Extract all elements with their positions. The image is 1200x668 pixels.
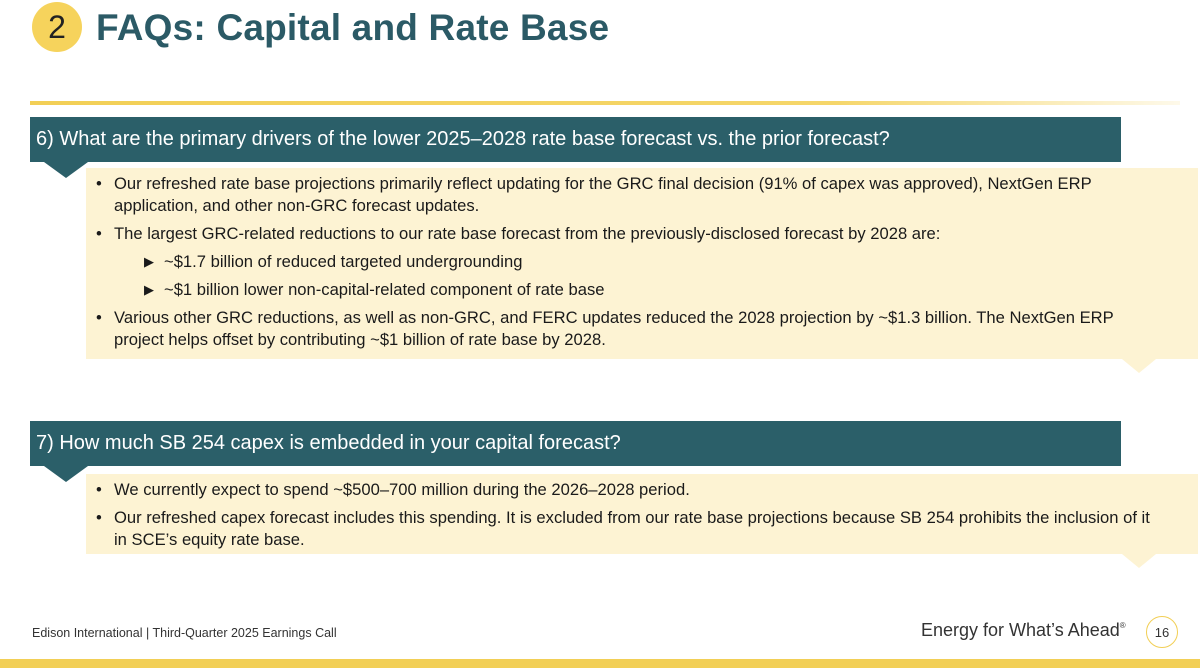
answer-bullet: • Our refreshed rate base projections pr… bbox=[94, 173, 1158, 217]
title-divider bbox=[30, 101, 1180, 105]
footer-tagline: Energy for What’s Ahead® bbox=[921, 620, 1126, 641]
bullet-text: Our refreshed capex forecast includes th… bbox=[114, 508, 1150, 549]
answer-sub-bullet: ▶ ~$1 billion lower non-capital-related … bbox=[144, 279, 1158, 301]
section-number: 2 bbox=[48, 9, 66, 45]
section-number-badge: 2 bbox=[32, 2, 82, 52]
faq-question-7: 7) How much SB 254 capex is embedded in … bbox=[30, 421, 1121, 466]
answer-bullet: • We currently expect to spend ~$500–700… bbox=[94, 479, 1158, 501]
question-callout-tail bbox=[44, 466, 88, 482]
page-number-value: 16 bbox=[1154, 624, 1170, 640]
answer-bullet: • Our refreshed capex forecast includes … bbox=[94, 507, 1158, 551]
faq-answer-7: • We currently expect to spend ~$500–700… bbox=[86, 474, 1198, 554]
footer-accent-bar bbox=[0, 659, 1200, 668]
page-title: FAQs: Capital and Rate Base bbox=[96, 7, 610, 48]
sub-bullet-text: ~$1.7 billion of reduced targeted underg… bbox=[164, 252, 523, 271]
bullet-icon: • bbox=[96, 308, 102, 327]
tagline-text: Energy for What’s Ahead bbox=[921, 620, 1120, 640]
bullet-text: Our refreshed rate base projections prim… bbox=[114, 174, 1092, 215]
faq-answer-6: • Our refreshed rate base projections pr… bbox=[86, 168, 1198, 359]
faq-question-6: 6) What are the primary drivers of the l… bbox=[30, 117, 1121, 162]
footer-company: Edison International bbox=[32, 626, 143, 640]
footer-event: Third-Quarter 2025 Earnings Call bbox=[152, 626, 337, 640]
registered-mark: ® bbox=[1119, 621, 1126, 630]
question-callout-tail bbox=[44, 162, 88, 178]
bullet-icon: • bbox=[96, 224, 102, 243]
answer-bullet: • Various other GRC reductions, as well … bbox=[94, 307, 1158, 351]
answer-callout-tail bbox=[1122, 359, 1156, 373]
answer-sub-bullet: ▶ ~$1.7 billion of reduced targeted unde… bbox=[144, 251, 1158, 273]
answer-callout-tail bbox=[1122, 554, 1156, 568]
bullet-icon: • bbox=[96, 508, 102, 527]
triangle-right-icon: ▶ bbox=[144, 254, 154, 269]
footer-separator: | bbox=[145, 626, 150, 640]
bullet-text: We currently expect to spend ~$500–700 m… bbox=[114, 480, 690, 499]
bullet-icon: • bbox=[96, 174, 102, 193]
page-number: 16 bbox=[1146, 616, 1178, 648]
footer-company-event: Edison International | Third-Quarter 202… bbox=[32, 626, 337, 640]
bullet-icon: • bbox=[96, 480, 102, 499]
bullet-text: The largest GRC-related reductions to ou… bbox=[114, 224, 941, 243]
sub-bullet-text: ~$1 billion lower non-capital-related co… bbox=[164, 280, 605, 299]
bullet-text: Various other GRC reductions, as well as… bbox=[114, 308, 1114, 349]
answer-bullet: • The largest GRC-related reductions to … bbox=[94, 223, 1158, 245]
triangle-right-icon: ▶ bbox=[144, 282, 154, 297]
